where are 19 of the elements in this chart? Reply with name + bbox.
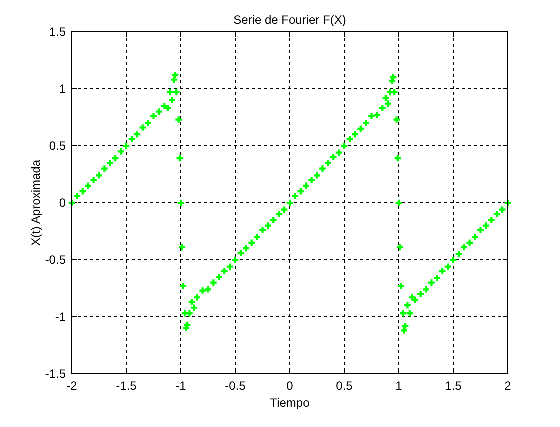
y-tick-label: -0.5 <box>45 253 66 267</box>
x-tick-label: -1.5 <box>116 379 138 393</box>
x-tick-label: 0 <box>286 379 294 393</box>
y-tick-label: -1.5 <box>45 367 66 381</box>
x-tick-label: 1.5 <box>445 379 462 393</box>
chart-title: Serie de Fourier F(X) <box>234 13 346 27</box>
x-axis-title: Tiempo <box>270 396 310 410</box>
x-tick-label: -2 <box>66 379 78 393</box>
y-axis-title: X(t) Aproximada <box>29 160 43 246</box>
x-tick-label: 1 <box>396 379 403 393</box>
y-tick-label: 1 <box>59 82 66 96</box>
y-tick-label: 1.5 <box>49 25 66 39</box>
y-tick-label: 0.5 <box>49 139 66 153</box>
x-tick-label: -1 <box>176 379 187 393</box>
x-tick-label: -0.5 <box>225 379 246 393</box>
y-tick-label: 0 <box>59 196 66 210</box>
x-tick-label: 2 <box>504 379 512 393</box>
x-tick-label: 0.5 <box>336 379 354 393</box>
y-tick-label: -1 <box>55 310 66 324</box>
